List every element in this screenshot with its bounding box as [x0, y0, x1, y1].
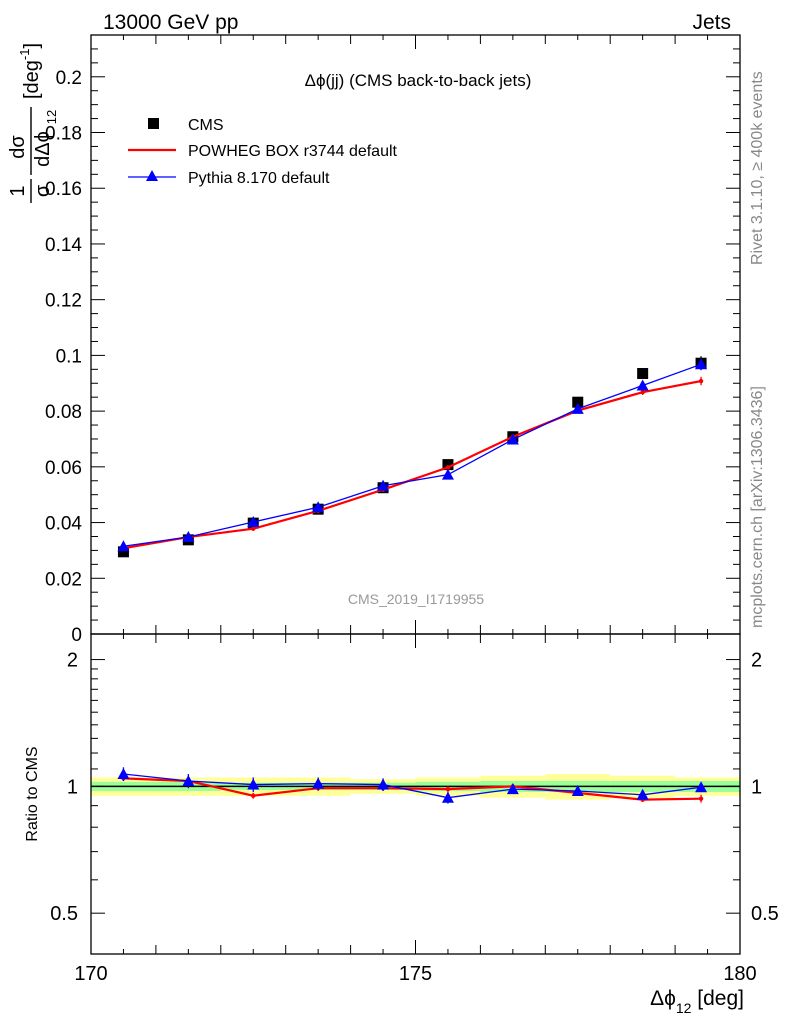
rivet-info-label: Rivet 3.1.10, ≥ 400k events	[749, 71, 766, 265]
ratio-point-dot	[698, 796, 704, 801]
ylabel-dphi: dΔϕ	[32, 131, 54, 167]
legend: CMS POWHEG BOX r3744 default Pythia 8.17…	[128, 117, 398, 187]
data-point-triangle	[441, 468, 454, 480]
xlabel-unit-text: [deg]	[697, 987, 744, 1010]
y-tick-label: 0.1	[56, 346, 82, 367]
ylabel-unit-sup: -1	[17, 49, 32, 61]
ylabel-dsigma: dσ	[7, 135, 29, 159]
header-left-label: 13000 GeV pp	[103, 11, 238, 34]
x-tick-label: 170	[74, 963, 107, 985]
data-point-square	[637, 368, 649, 380]
legend-label-cms: CMS	[188, 117, 224, 134]
y-tick-label: 0.02	[45, 569, 82, 590]
ylabel-one: 1	[7, 185, 29, 196]
legend-marker-pythia	[146, 170, 158, 181]
ratio-y-tick-label: 2	[67, 650, 78, 672]
ratio-point-triangle	[182, 774, 195, 786]
ratio-point-triangle	[377, 778, 390, 790]
data-point-triangle	[571, 402, 584, 414]
ylabel-unit: [deg-1]	[17, 43, 43, 99]
ratio-y-axis-label: Ratio to CMS	[24, 746, 41, 841]
y-tick-label: 0.14	[45, 235, 82, 256]
xlabel-sub: 12	[676, 1000, 692, 1016]
data-point-dot	[251, 526, 256, 531]
data-point-square	[442, 459, 454, 471]
ylabel-unit-open: [deg	[21, 60, 43, 99]
y-tick-label: 0.12	[45, 291, 82, 312]
ratio-series-line	[123, 777, 702, 801]
data-point-square	[117, 546, 129, 558]
analysis-watermark: CMS_2019_I1719955	[348, 591, 484, 607]
ratio-point-triangle	[312, 777, 325, 789]
data-point-triangle	[312, 501, 325, 513]
ylabel-dphi-sub: 12	[44, 110, 59, 124]
main-axis-ticks: 0 0.02 0.04 0.06 0.08 0.1 0.12 0.14 0.16 0.18 0.2	[45, 34, 741, 646]
y-tick-label: 0.2	[56, 68, 82, 89]
x-tick-label: 180	[723, 963, 756, 985]
data-point-triangle	[506, 433, 519, 445]
data-point-dot	[640, 389, 645, 395]
ratio-point-dot	[251, 793, 256, 798]
y-tick-label: 0.16	[45, 179, 82, 200]
xlabel-symbol: Δϕ	[650, 987, 676, 1010]
ratio-y-tick-label-right: 2	[751, 650, 762, 672]
data-point-triangle	[117, 540, 130, 552]
y-tick-label: 0	[71, 625, 82, 646]
data-point-triangle	[377, 479, 390, 491]
series-line	[123, 379, 702, 550]
mcplots-info-label: mcplots.cern.ch [arXiv:1306.3436]	[749, 386, 766, 628]
ratio-series-line	[123, 773, 702, 799]
ratio-axis-ticks: 170 175 180 0.5 0.5 1 1 2 2	[50, 634, 779, 985]
series-line	[123, 363, 702, 547]
ratio-point-triangle	[247, 778, 260, 790]
data-point-square	[572, 396, 584, 408]
ratio-point-triangle	[506, 783, 519, 795]
y-tick-label: 0.04	[45, 514, 82, 535]
main-data-marks	[117, 356, 708, 558]
y-tick-label: 0.06	[45, 458, 82, 479]
ylabel-unit-close: ]	[21, 43, 43, 49]
chart-title: Δϕ(jj) (CMS back-to-back jets)	[305, 71, 532, 90]
ratio-y-tick-label: 0.5	[50, 903, 78, 925]
ratio-y-tick-label-right: 1	[751, 776, 762, 798]
main-y-axis-label: 1 σ dσ dΔϕ 12 [deg-1]	[7, 43, 59, 203]
ratio-data-marks	[117, 767, 708, 804]
data-point-triangle	[247, 516, 260, 528]
ratio-point-dot	[445, 786, 451, 792]
ratio-y-tick-label-right: 0.5	[751, 903, 779, 925]
legend-label-pythia: Pythia 8.170 default	[188, 170, 330, 187]
legend-marker-cms	[148, 118, 159, 129]
y-tick-label: 0.18	[45, 124, 82, 145]
data-point-dot	[698, 378, 704, 384]
data-point-triangle	[636, 379, 649, 391]
data-point-triangle	[182, 531, 195, 543]
ratio-point-triangle	[695, 781, 708, 793]
ratio-point-triangle	[636, 788, 649, 800]
legend-label-powheg: POWHEG BOX r3744 default	[188, 143, 398, 160]
ratio-y-tick-label: 1	[67, 776, 78, 798]
ratio-point-triangle	[571, 785, 584, 797]
ylabel-sigma: σ	[32, 184, 54, 197]
y-tick-label: 0.08	[45, 402, 82, 423]
ratio-plot-frame	[90, 633, 741, 955]
ratio-point-triangle	[117, 767, 130, 779]
x-axis-label: Δϕ12 [deg]	[650, 987, 744, 1016]
header-right-label: Jets	[692, 11, 731, 34]
ratio-point-triangle	[441, 791, 454, 803]
x-tick-label: 175	[399, 963, 432, 985]
data-point-dot	[445, 465, 451, 470]
data-point-triangle	[695, 358, 708, 370]
